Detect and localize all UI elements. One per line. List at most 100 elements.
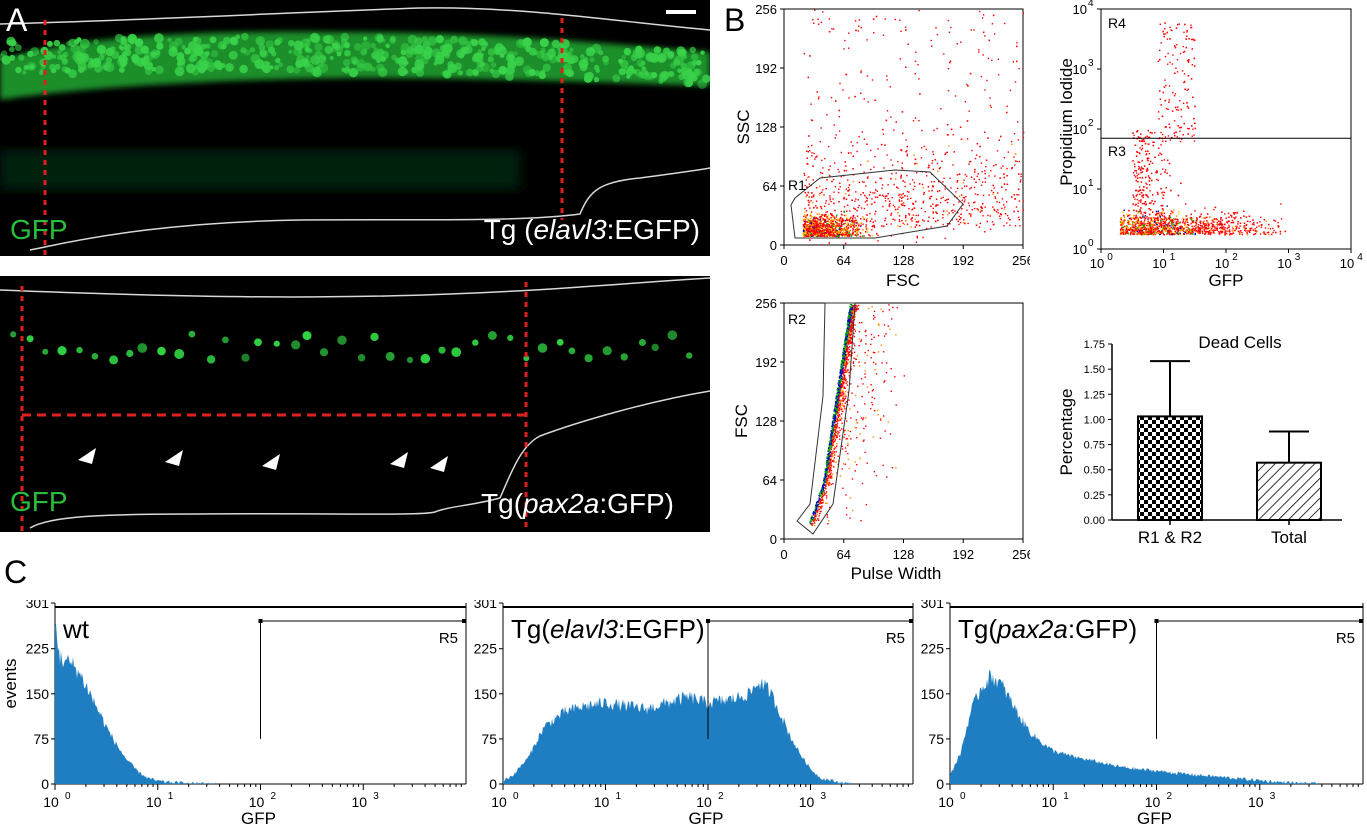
event-point — [1159, 98, 1161, 100]
event-point — [812, 194, 815, 196]
event-point — [1171, 212, 1173, 214]
nucleus-dot — [58, 44, 66, 51]
event-point — [932, 217, 934, 219]
event-point — [819, 235, 821, 237]
event-point — [1125, 231, 1127, 233]
event-point — [1174, 72, 1176, 74]
event-point — [813, 22, 815, 24]
event-point — [978, 51, 980, 53]
nucleus-dot — [155, 65, 164, 75]
event-point — [1168, 224, 1170, 226]
event-point — [1160, 229, 1162, 231]
event-point — [874, 99, 876, 102]
event-point — [1022, 12, 1024, 14]
event-point — [858, 223, 860, 225]
event-point — [836, 233, 839, 236]
event-point — [968, 110, 970, 112]
event-point — [901, 149, 903, 152]
event-point — [1202, 217, 1204, 219]
event-point — [883, 225, 885, 228]
event-point — [823, 230, 826, 232]
nucleus-dot — [407, 34, 418, 45]
event-point — [904, 185, 906, 188]
event-point — [1140, 211, 1142, 213]
nucleus-dot — [95, 59, 100, 65]
event-point — [835, 219, 838, 221]
event-point — [805, 217, 808, 219]
event-point — [821, 172, 824, 174]
event-point — [1176, 229, 1178, 231]
ssc-x-tick-label: 128 — [893, 253, 915, 268]
event-point — [1120, 230, 1122, 232]
event-point — [882, 128, 884, 131]
event-point — [966, 209, 968, 211]
event-point — [1190, 26, 1193, 29]
event-point — [847, 225, 849, 227]
event-point — [817, 222, 819, 224]
event-point — [810, 217, 812, 220]
event-point — [1132, 132, 1134, 134]
event-point — [889, 202, 891, 205]
event-point — [1159, 216, 1161, 218]
event-point — [863, 138, 866, 140]
event-point — [812, 221, 814, 224]
event-point — [860, 71, 862, 74]
event-point — [837, 234, 840, 237]
event-point — [890, 223, 892, 225]
event-point — [828, 226, 830, 229]
event-point — [1166, 172, 1168, 174]
event-point — [1151, 132, 1153, 134]
event-point — [943, 177, 945, 179]
event-point — [1223, 226, 1225, 228]
nucleus-dot — [188, 330, 196, 338]
event-point — [869, 191, 872, 193]
event-point — [861, 235, 864, 237]
event-point — [822, 218, 825, 220]
arrowhead-4 — [390, 452, 408, 468]
event-point — [914, 73, 916, 75]
event-point — [839, 220, 841, 223]
event-point — [1217, 231, 1220, 233]
event-point — [843, 211, 845, 213]
event-point — [1235, 216, 1237, 218]
event-point — [815, 235, 818, 237]
event-point — [1231, 222, 1234, 224]
event-point — [1132, 194, 1134, 196]
event-point — [823, 231, 826, 233]
event-point — [843, 210, 845, 212]
event-point — [830, 96, 833, 99]
event-point — [973, 201, 975, 204]
event-point — [853, 226, 855, 228]
event-point — [841, 218, 844, 220]
event-point — [1175, 218, 1177, 220]
event-point — [1176, 229, 1179, 232]
event-point — [1230, 214, 1232, 216]
event-point — [1163, 215, 1166, 218]
nucleus-dot — [118, 54, 128, 65]
event-point — [844, 39, 846, 42]
event-point — [906, 153, 909, 155]
event-point — [1184, 88, 1186, 90]
event-point — [1172, 228, 1174, 230]
event-point — [805, 195, 807, 198]
event-point — [832, 227, 834, 229]
nucleus-dot — [373, 47, 378, 52]
nucleus-dot — [185, 63, 196, 74]
event-point — [1180, 115, 1183, 118]
nucleus-dot — [564, 50, 573, 59]
event-point — [1144, 228, 1146, 230]
event-point — [1149, 160, 1152, 163]
event-point — [1218, 223, 1220, 225]
event-point — [860, 224, 862, 226]
event-point — [1157, 179, 1159, 181]
event-point — [810, 235, 812, 238]
event-point — [1128, 217, 1131, 220]
event-point — [1012, 61, 1014, 63]
event-point — [832, 220, 834, 222]
event-point — [1133, 134, 1135, 137]
event-point — [1163, 35, 1165, 38]
event-point — [981, 181, 984, 183]
event-point — [985, 166, 987, 168]
event-point — [818, 233, 821, 235]
event-point — [917, 221, 919, 223]
